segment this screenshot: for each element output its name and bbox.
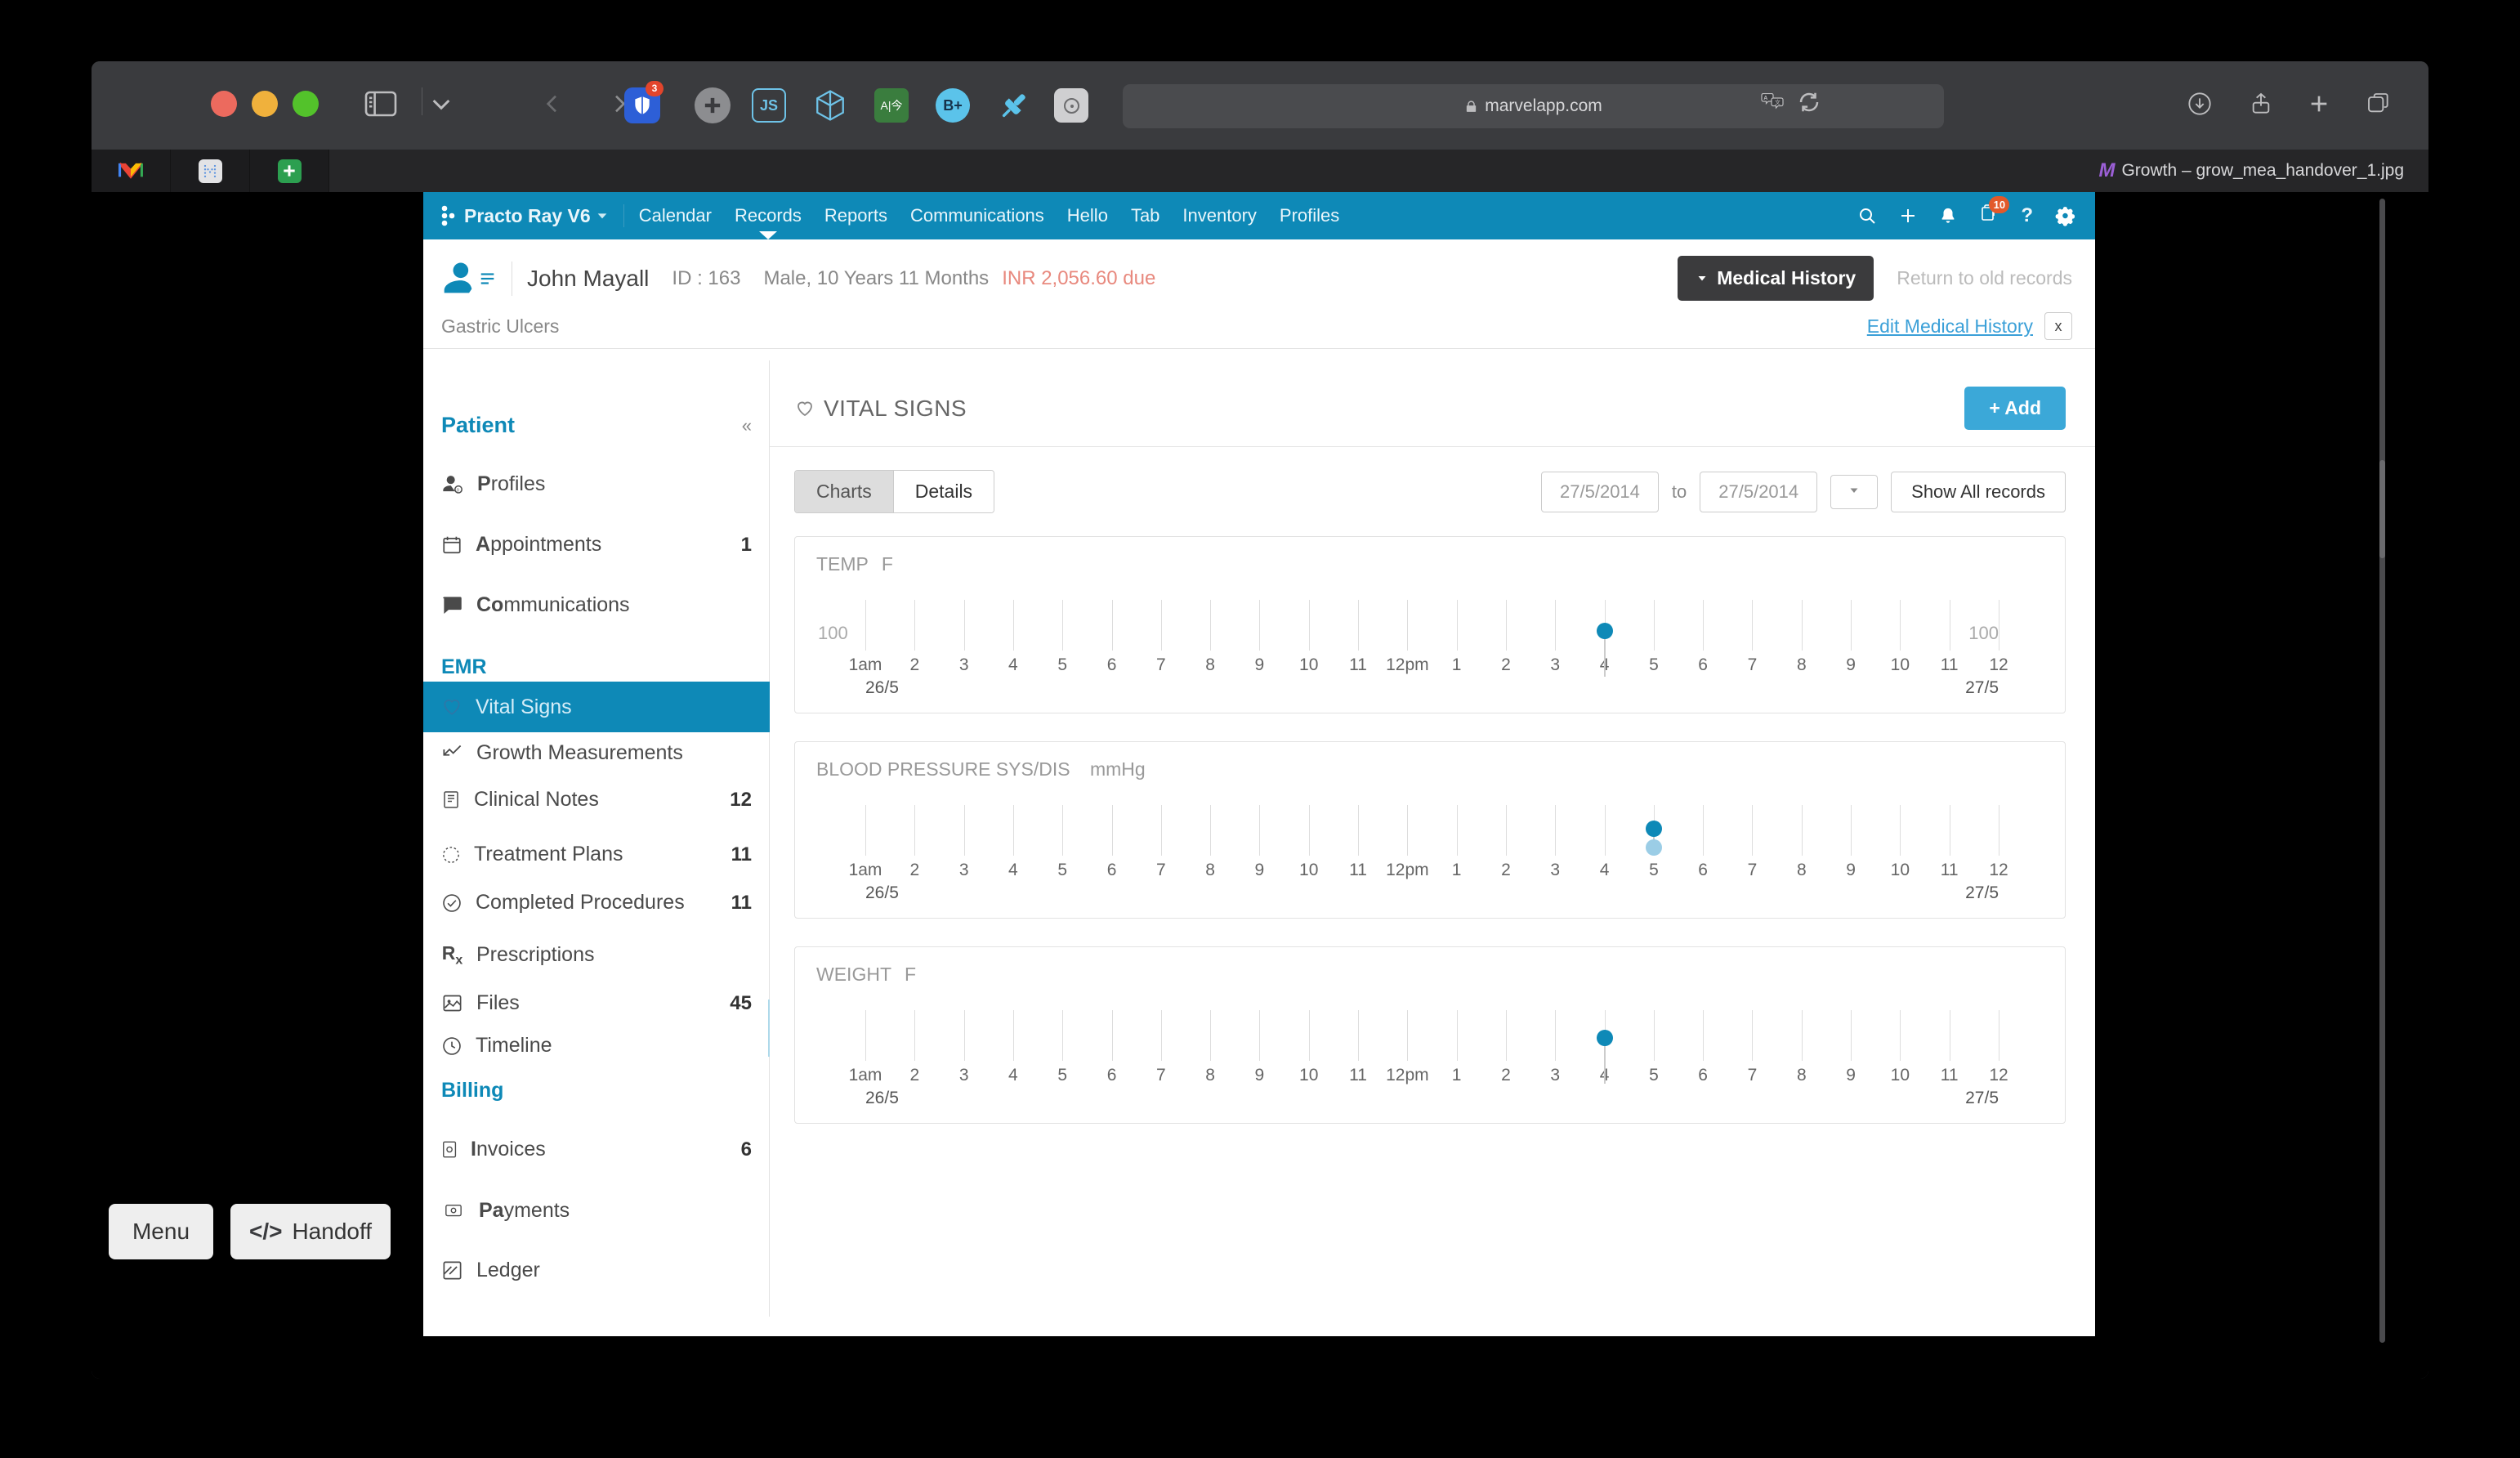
svg-text:A: A bbox=[1763, 96, 1767, 101]
svg-text:文: 文 bbox=[1775, 98, 1781, 105]
svg-text:0: 0 bbox=[457, 488, 459, 493]
